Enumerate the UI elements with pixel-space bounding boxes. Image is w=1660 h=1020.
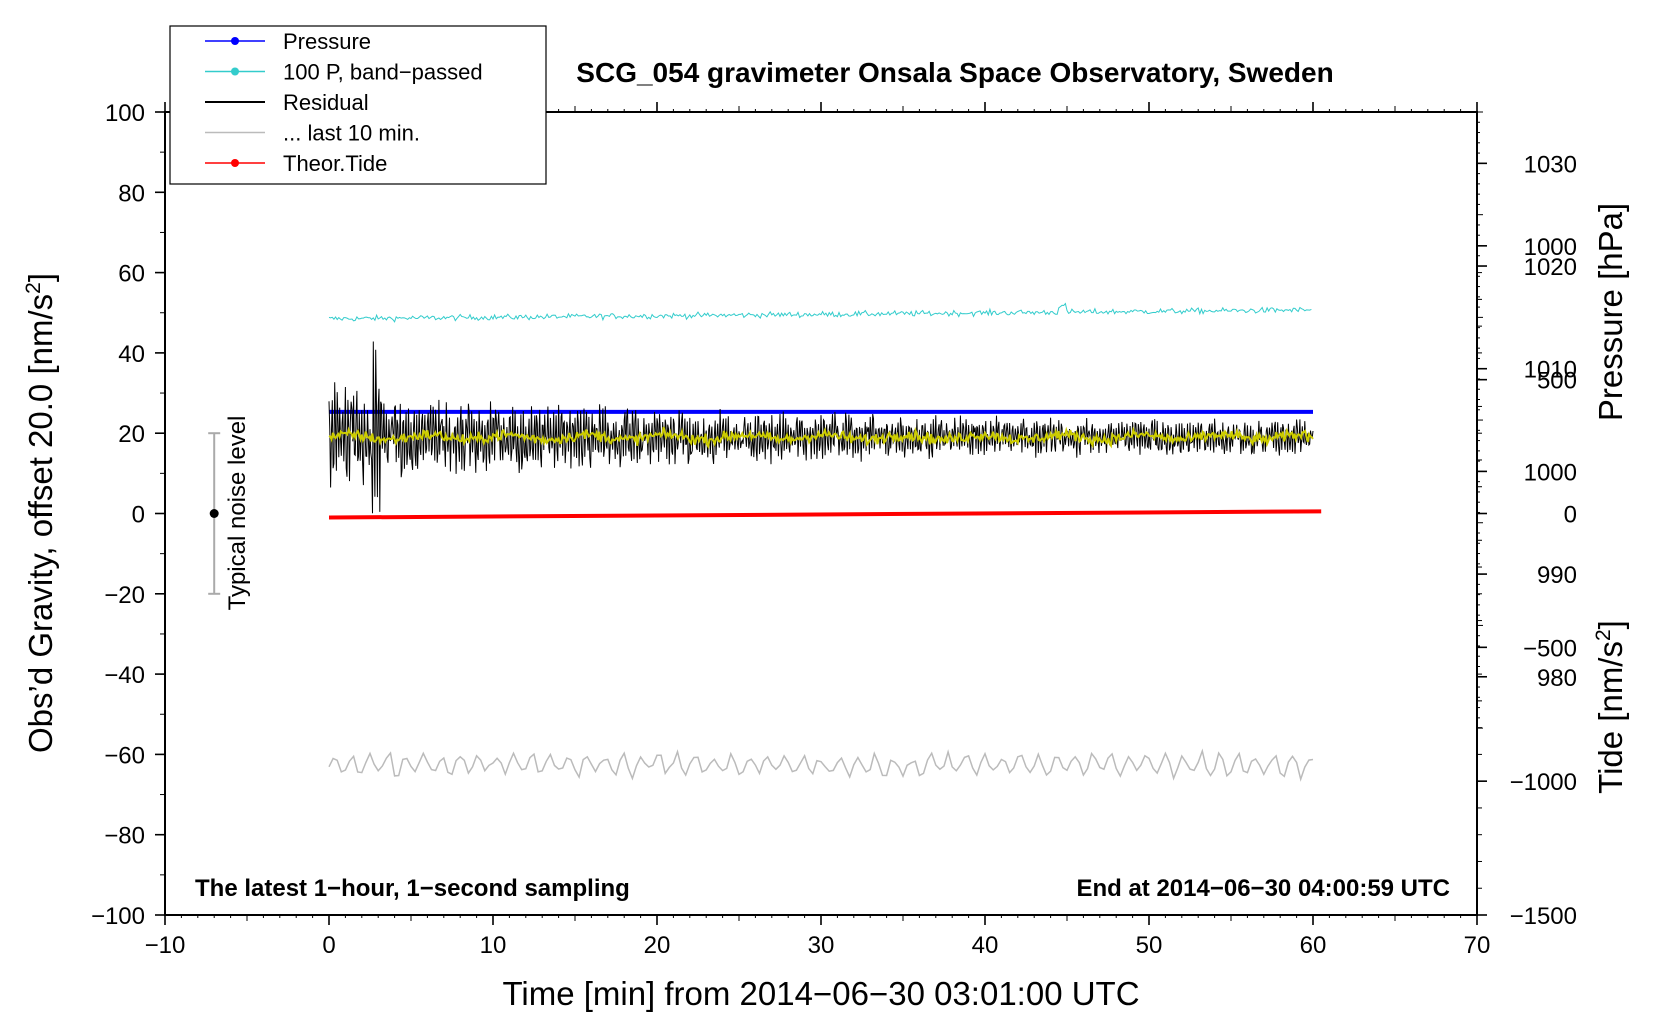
y-tick-label: 60 bbox=[118, 261, 145, 288]
tide-tick-label: 1000 bbox=[1524, 234, 1577, 261]
x-tick-label: 0 bbox=[322, 932, 335, 959]
noise-level-label: Typical noise level bbox=[224, 416, 251, 611]
y-axis-title-left: Obs’d Gravity, offset 20.0 [nm/s2] bbox=[22, 273, 59, 753]
chart-title: SCG_054 gravimeter Onsala Space Observat… bbox=[576, 57, 1333, 88]
x-tick-label: 20 bbox=[644, 932, 671, 959]
legend-marker bbox=[231, 67, 239, 76]
pressure-tick-label: 1020 bbox=[1524, 254, 1577, 281]
tide-tick-label: −1500 bbox=[1510, 903, 1577, 930]
y-tick-label: −60 bbox=[104, 742, 145, 769]
legend: Pressure 100 P, band−passed Residual ... la… bbox=[169, 25, 547, 185]
legend-box bbox=[169, 25, 547, 185]
y-tick-label: 20 bbox=[118, 421, 145, 448]
pressure-tick-label: 1010 bbox=[1524, 357, 1577, 384]
y-tick-label: 100 bbox=[105, 100, 145, 127]
legend-marker bbox=[231, 37, 239, 45]
y-axis-title-tide-close: ] bbox=[1592, 620, 1629, 629]
y-axis-title-left-sup: 2 bbox=[22, 282, 45, 294]
x-tick-label: 40 bbox=[972, 932, 999, 959]
annotation-right: End at 2014−06−30 04:00:59 UTC bbox=[1076, 875, 1450, 902]
noise-bar-center-dot bbox=[209, 509, 219, 518]
y-axis-title-tide: Tide [nm/s2] bbox=[1592, 620, 1629, 794]
y-tick-label: −20 bbox=[104, 582, 145, 609]
pressure-tick-label: 990 bbox=[1537, 562, 1577, 589]
y-tick-label: 80 bbox=[118, 180, 145, 207]
series-bandpassed-pressure-line bbox=[328, 302, 1312, 323]
y-axis-title-tide-sup: 2 bbox=[1592, 629, 1615, 641]
tide-tick-label: 0 bbox=[1564, 502, 1577, 529]
annotation-left: The latest 1−hour, 1−second sampling bbox=[195, 875, 630, 902]
legend-label: ... last 10 min. bbox=[283, 121, 420, 146]
tide-tick-label: −1000 bbox=[1510, 769, 1577, 796]
tide-tick-label: −500 bbox=[1523, 635, 1577, 662]
pressure-tick-label: 1030 bbox=[1524, 151, 1577, 178]
y-tick-label: 0 bbox=[132, 502, 145, 529]
axes-layer: −10 0 10 20 30 40 50 60 70−100−80−60−40−20020406… bbox=[91, 100, 1577, 959]
y-tick-label: −40 bbox=[104, 662, 145, 689]
y-tick-label: −80 bbox=[104, 823, 145, 850]
legend-label: 100 P, band−passed bbox=[283, 60, 483, 85]
series-residual-line bbox=[328, 341, 1314, 514]
pressure-tick-label: 980 bbox=[1537, 665, 1577, 692]
legend-marker bbox=[231, 159, 239, 167]
x-tick-label: −10 bbox=[145, 932, 186, 959]
y-tick-label: 40 bbox=[118, 341, 145, 368]
x-axis-title: Time [min] from 2014−06−30 03:01:00 UTC bbox=[502, 975, 1139, 1012]
x-tick-label: 60 bbox=[1300, 932, 1327, 959]
x-tick-label: 70 bbox=[1464, 932, 1491, 959]
x-tick-label: 30 bbox=[808, 932, 835, 959]
x-tick-label: 10 bbox=[480, 932, 507, 959]
tide-tick-label: 500 bbox=[1537, 368, 1577, 395]
noise-level-bar bbox=[208, 432, 221, 595]
series-residual-smoothed-line bbox=[328, 426, 1314, 450]
legend-label: Pressure bbox=[283, 29, 371, 54]
plot-frame bbox=[164, 111, 1478, 916]
y-tick-label: −100 bbox=[91, 903, 145, 930]
y-axis-title-tide-main: Tide [nm/s bbox=[1592, 641, 1629, 794]
y-axis-title-left-close: ] bbox=[22, 273, 59, 282]
x-tick-label: 50 bbox=[1136, 932, 1163, 959]
series-layer bbox=[328, 302, 1322, 782]
y-axis-title-left-main: Obs’d Gravity, offset 20.0 [nm/s bbox=[22, 294, 59, 753]
pressure-tick-label: 1000 bbox=[1524, 459, 1577, 486]
series-last10min-line bbox=[328, 748, 1314, 782]
series-theoretical-tide-line bbox=[328, 509, 1322, 520]
legend-label: Theor.Tide bbox=[283, 151, 387, 176]
y-axis-title-pressure: Pressure [hPa] bbox=[1592, 203, 1629, 421]
legend-label: Residual bbox=[283, 90, 369, 115]
